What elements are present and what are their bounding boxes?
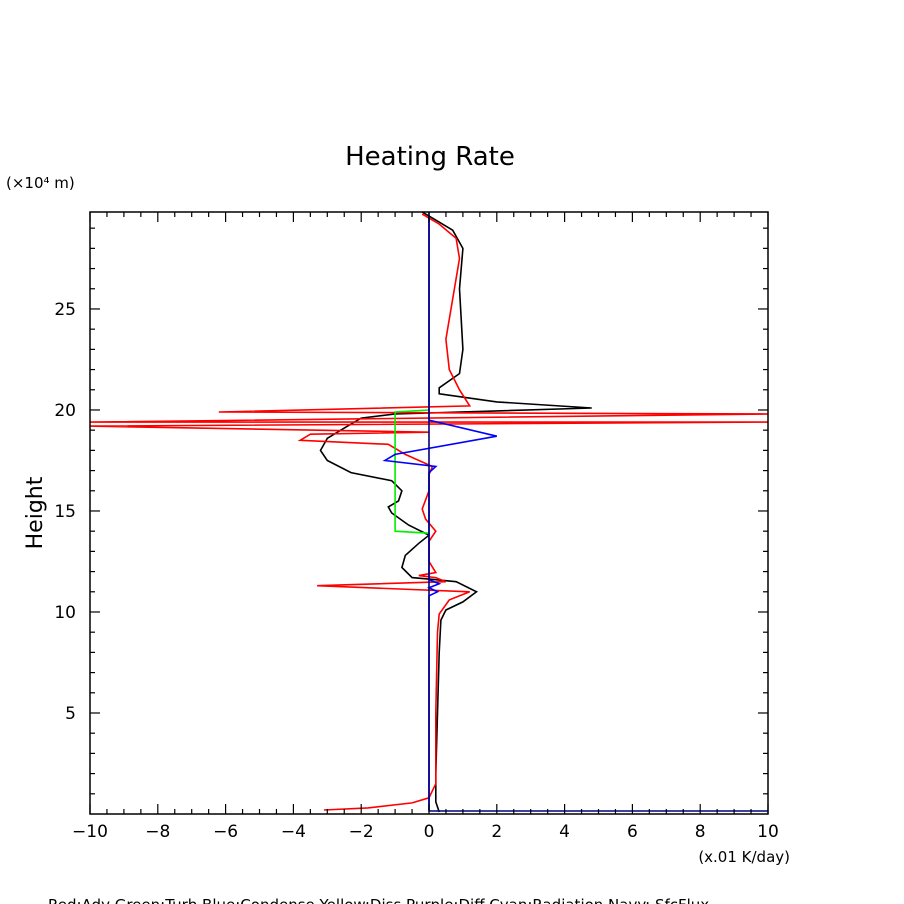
series-line-3 [382,216,497,810]
x-tick-label: 10 [757,822,779,842]
x-tick-label: 8 [695,822,706,842]
x-tick-label: −4 [281,822,306,842]
y-tick-label: 25 [54,300,76,320]
y-axis-label: Height [23,476,48,549]
y-tick-label: 10 [54,603,76,623]
x-tick-label: −10 [72,822,108,842]
x-tick-label: 4 [559,822,570,842]
series-line-0 [319,211,592,813]
x-tick-label: −8 [145,822,170,842]
x-tick-label: 2 [491,822,502,842]
y-tick-label: 20 [54,401,76,421]
x-tick-label: 6 [627,822,638,842]
y-unit-label: (×10⁴ m) [6,174,75,192]
series-line-4 [428,212,768,812]
x-tick-label: −2 [349,822,374,842]
series-line-2 [394,409,430,534]
x-unit-label: (x.01 K/day) [698,848,790,866]
series-layer [89,211,769,813]
y-tick-label: 15 [54,502,76,522]
y-tick-label: 5 [65,704,76,724]
legend-text: Red:Adv Green:Turb Blue:Condense Yellow:… [48,896,709,904]
x-tick-label: 0 [424,822,435,842]
x-tick-label: −6 [213,822,238,842]
tick-layer: −10 −8 −6 −4 −2 0 2 4 6 8 10 5 10 15 20 25 [54,212,779,842]
chart-title: Heating Rate [345,142,515,172]
